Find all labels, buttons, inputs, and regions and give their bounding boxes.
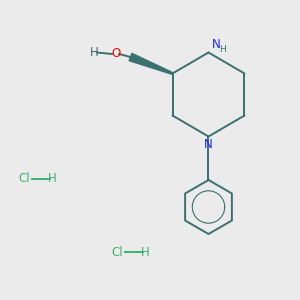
Text: H: H: [48, 172, 57, 185]
Text: H: H: [141, 245, 150, 259]
Text: H: H: [219, 45, 226, 54]
Text: Cl: Cl: [18, 172, 30, 185]
Text: N: N: [204, 138, 213, 151]
Text: Cl: Cl: [111, 245, 123, 259]
Polygon shape: [129, 53, 173, 74]
Text: N: N: [212, 38, 220, 51]
Text: O: O: [111, 47, 120, 61]
Text: H: H: [90, 46, 99, 59]
